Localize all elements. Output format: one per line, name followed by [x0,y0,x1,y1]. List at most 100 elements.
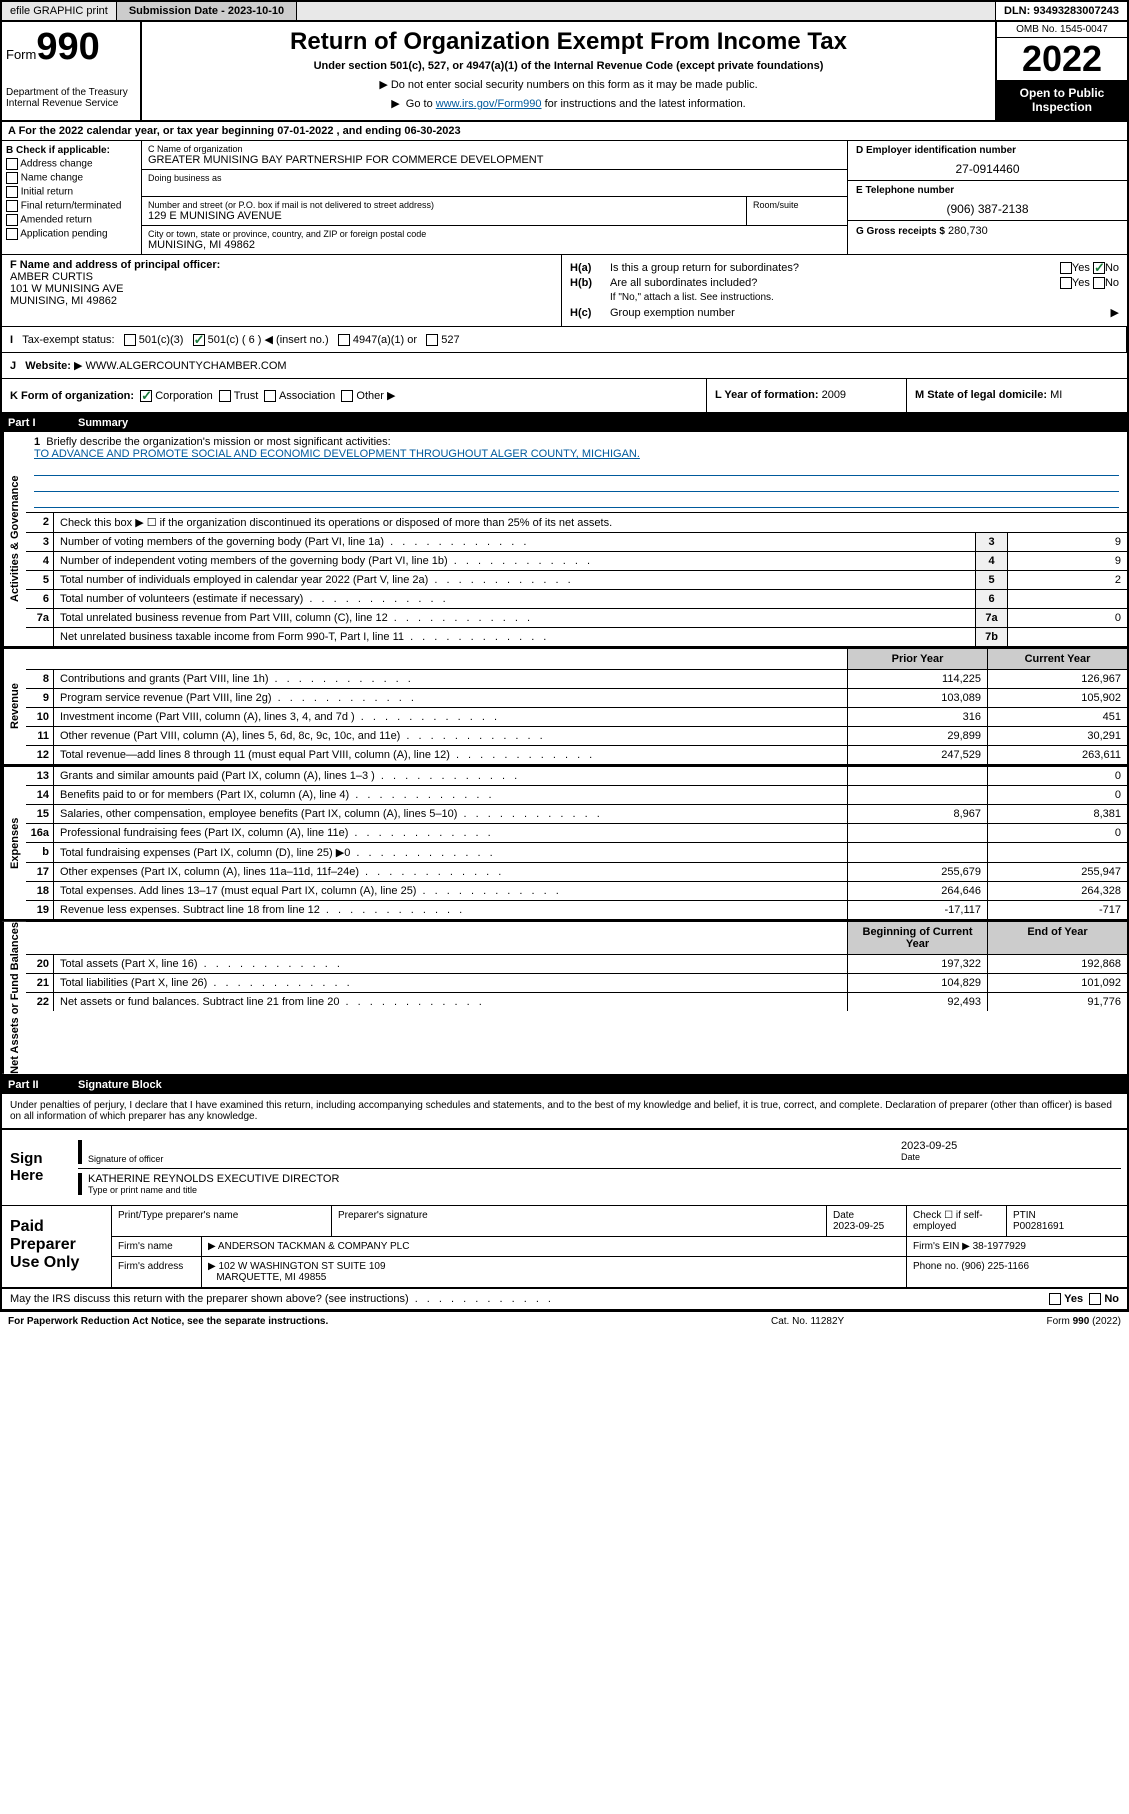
line-text: Total number of individuals employed in … [54,571,975,589]
pp-h3: Date2023-09-25 [827,1206,907,1236]
curr-val: 0 [987,786,1127,804]
row-k: K Form of organization: Corporation Trus… [2,379,1127,414]
line-text: Grants and similar amounts paid (Part IX… [54,767,847,785]
pp-h2: Preparer's signature [332,1206,827,1236]
tax-status-left: I Tax-exempt status: 501(c)(3) 501(c) ( … [2,327,1127,352]
ck-app-pending[interactable]: Application pending [6,228,137,240]
line-cell: 7b [975,628,1007,646]
curr-val: 126,967 [987,670,1127,688]
discuss-no[interactable] [1089,1293,1101,1305]
curr-val: 0 [987,767,1127,785]
street-address: 129 E MUNISING AVENUE [148,210,740,222]
part1-header: Part I Summary [2,414,1127,432]
curr-val: 8,381 [987,805,1127,823]
ck-527[interactable] [426,334,438,346]
line-text: Total fundraising expenses (Part IX, col… [54,843,847,862]
sig-date-label: Date [901,1152,1121,1162]
line-text: Other expenses (Part IX, column (A), lin… [54,863,847,881]
line-text: Contributions and grants (Part VIII, lin… [54,670,847,688]
firm-ein: Firm's EIN ▶ 38-1977929 [907,1237,1127,1256]
ha-label: Is this a group return for subordinates? [610,262,1054,274]
pp-addr-row: Firm's address ▶ 102 W WASHINGTON ST SUI… [112,1257,1127,1287]
form-container: Form990 Department of the Treasury Inter… [0,22,1129,1312]
prior-val: 197,322 [847,955,987,973]
line-cell: 3 [975,533,1007,551]
officer-name: AMBER CURTIS [10,271,93,283]
instr-ssn: Do not enter social security numbers on … [148,78,989,91]
discuss-yes[interactable] [1049,1293,1061,1305]
hb-label: Are all subordinates included? [610,277,1054,289]
may-discuss-text: May the IRS discuss this return with the… [10,1293,1049,1305]
curr-val: 263,611 [987,746,1127,764]
side-revenue: Revenue [2,649,26,764]
row-j-website: J Website: ▶ WWW.ALGERCOUNTYCHAMBER.COM [2,353,1127,379]
table-row: 16a Professional fundraising fees (Part … [26,824,1127,843]
curr-val: 192,868 [987,955,1127,973]
submission-date: Submission Date - 2023-10-10 [117,2,297,20]
irs-link[interactable]: www.irs.gov/Form990 [436,98,542,110]
part2-num: Part II [8,1079,78,1091]
pp-h5: PTINP00281691 [1007,1206,1127,1236]
ha-yes[interactable] [1060,262,1072,274]
dba-box: Doing business as [142,170,847,197]
line-val: 9 [1007,533,1127,551]
efile-label[interactable]: efile GRAPHIC print [2,2,117,20]
curr-val: 91,776 [987,993,1127,1011]
hb-yes[interactable] [1060,277,1072,289]
hb-no[interactable] [1093,277,1105,289]
col-current: Current Year [987,649,1127,669]
line-text: Professional fundraising fees (Part IX, … [54,824,847,842]
line-text: Number of independent voting members of … [54,552,975,570]
website-value[interactable]: WWW.ALGERCOUNTYCHAMBER.COM [86,360,287,372]
instr-suffix: for instructions and the latest informat… [545,98,746,110]
gov-line: 7a Total unrelated business revenue from… [26,609,1127,628]
ck-4947[interactable] [338,334,350,346]
ck-corp[interactable] [140,390,152,402]
hb-note: If "No," attach a list. See instructions… [610,292,1119,303]
tel-value: (906) 387-2138 [856,196,1119,216]
line-text: Program service revenue (Part VIII, line… [54,689,847,707]
ck-assoc[interactable] [264,390,276,402]
table-row: 20 Total assets (Part X, line 16) 197,32… [26,955,1127,974]
prior-val: 104,829 [847,974,987,992]
ck-other[interactable] [341,390,353,402]
ha-no[interactable] [1093,262,1105,274]
year-cell: OMB No. 1545-0047 2022 Open to Public In… [997,22,1127,120]
summary-net-assets: Net Assets or Fund Balances Beginning of… [2,920,1127,1076]
section-fh: F Name and address of principal officer:… [2,255,1127,327]
line-val: 0 [1007,609,1127,627]
paid-prep-body: Print/Type preparer's name Preparer's si… [112,1206,1127,1287]
sig-officer-cell: Signature of officer [78,1140,901,1164]
form-word: Form [6,47,36,62]
rev-body: Prior Year Current Year 8 Contributions … [26,649,1127,764]
table-row: 13 Grants and similar amounts paid (Part… [26,767,1127,786]
mission-box: 1 Briefly describe the organization's mi… [26,432,1127,513]
hc-label: Group exemption number [610,307,1111,319]
line-text: Total liabilities (Part X, line 26) [54,974,847,992]
ein-label: D Employer identification number [856,145,1119,156]
firm-label: Firm's name [112,1237,202,1256]
addr-row: Number and street (or P.O. box if mail i… [142,197,847,226]
ck-final-return[interactable]: Final return/terminated [6,200,137,212]
line-cell: 7a [975,609,1007,627]
line-text: Total expenses. Add lines 13–17 (must eq… [54,882,847,900]
pp-h4: Check ☐ if self-employed [907,1206,1007,1236]
ck-address-change[interactable]: Address change [6,158,137,170]
ck-501c3[interactable] [124,334,136,346]
table-row: 15 Salaries, other compensation, employe… [26,805,1127,824]
city-label: City or town, state or province, country… [148,229,841,239]
ck-name-change[interactable]: Name change [6,172,137,184]
line-cell: 4 [975,552,1007,570]
row-k-form-org: K Form of organization: Corporation Trus… [2,379,707,412]
curr-val: 0 [987,824,1127,842]
ck-amended[interactable]: Amended return [6,214,137,226]
side-expenses: Expenses [2,767,26,919]
ck-501c[interactable] [193,334,205,346]
line-val [1007,628,1127,646]
topbar-spacer [297,2,996,20]
ck-trust[interactable] [219,390,231,402]
prior-val: -17,117 [847,901,987,919]
row-l-year: L Year of formation: 2009 [707,379,907,412]
ck-initial-return[interactable]: Initial return [6,186,137,198]
col-b-checkboxes: B Check if applicable: Address change Na… [2,141,142,254]
